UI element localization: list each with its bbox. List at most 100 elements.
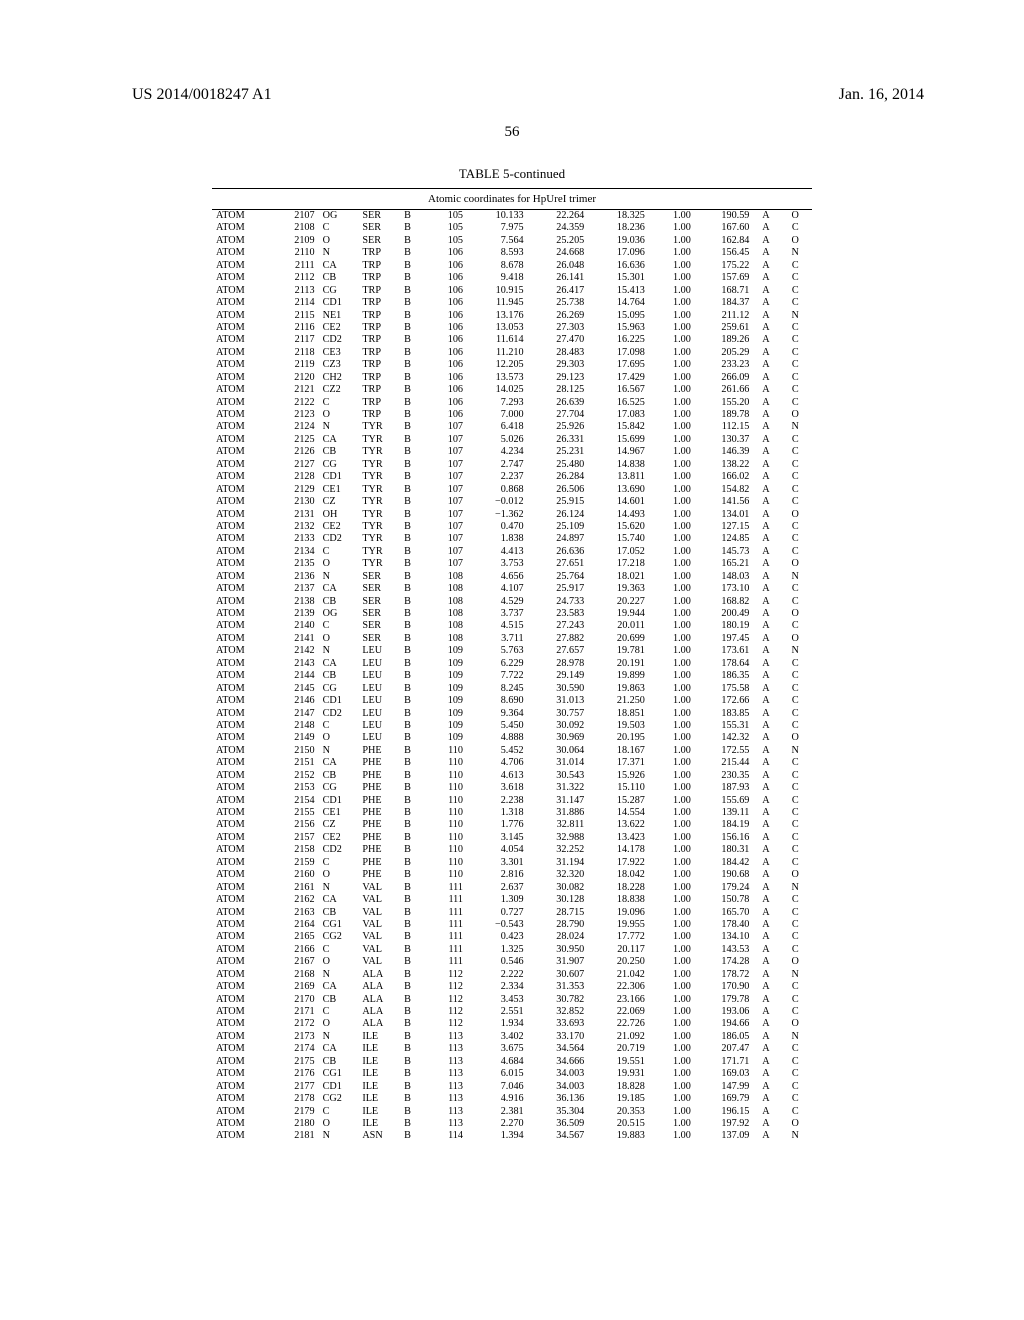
table-cell: 112 — [427, 994, 467, 1006]
table-cell: B — [400, 708, 427, 720]
table-row: ATOM2112CBTRPB1069.41826.14115.3011.0015… — [212, 272, 812, 284]
table-cell: A — [753, 745, 778, 757]
table-cell: A — [753, 558, 778, 570]
table-cell: 4.529 — [467, 596, 528, 608]
table-cell: 2156 — [275, 819, 319, 831]
table-cell: 1.00 — [649, 869, 695, 881]
table-cell: C — [778, 533, 812, 545]
table-cell: 17.695 — [588, 359, 649, 371]
table-cell: A — [753, 620, 778, 632]
table-cell: B — [400, 894, 427, 906]
table-cell: VAL — [358, 919, 400, 931]
table-cell: 147.99 — [695, 1081, 754, 1093]
table-cell: C — [778, 322, 812, 334]
table-cell: ATOM — [212, 844, 275, 856]
table-cell: 112 — [427, 1006, 467, 1018]
patent-date: Jan. 16, 2014 — [839, 86, 924, 104]
table-cell: 1.00 — [649, 285, 695, 297]
table-cell: 2177 — [275, 1081, 319, 1093]
table-cell: ATOM — [212, 347, 275, 359]
table-cell: ALA — [358, 981, 400, 993]
table-cell: 178.72 — [695, 969, 754, 981]
table-cell: ATOM — [212, 633, 275, 645]
table-cell: 1.00 — [649, 670, 695, 682]
table-cell: A — [753, 334, 778, 346]
table-cell: CG — [319, 285, 359, 297]
table-cell: B — [400, 484, 427, 496]
table-cell: C — [778, 782, 812, 794]
table-cell: ATOM — [212, 770, 275, 782]
table-cell: 184.19 — [695, 819, 754, 831]
table-cell: 143.53 — [695, 944, 754, 956]
table-cell: 3.402 — [467, 1031, 528, 1043]
table-cell: 4.413 — [467, 546, 528, 558]
table-cell: ATOM — [212, 260, 275, 272]
table-row: ATOM2181NASNB1141.39434.56719.8831.00137… — [212, 1130, 812, 1142]
table-cell: 106 — [427, 322, 467, 334]
table-cell: 108 — [427, 571, 467, 583]
table-cell: 109 — [427, 720, 467, 732]
table-cell: 1.776 — [467, 819, 528, 831]
table-cell: 112 — [427, 969, 467, 981]
table-cell: 31.353 — [528, 981, 589, 993]
table-cell: TRP — [358, 297, 400, 309]
table-cell: 1.00 — [649, 1093, 695, 1105]
table-cell: 32.252 — [528, 844, 589, 856]
table-cell: 34.003 — [528, 1068, 589, 1080]
table-cell: 2116 — [275, 322, 319, 334]
table-cell: A — [753, 969, 778, 981]
table-cell: 2170 — [275, 994, 319, 1006]
table-cell: 146.39 — [695, 446, 754, 458]
table-cell: A — [753, 509, 778, 521]
table-cell: N — [319, 247, 359, 259]
table-cell: A — [753, 1056, 778, 1068]
table-row: ATOM2108CSERB1057.97524.35918.2361.00167… — [212, 222, 812, 234]
table-cell: 0.546 — [467, 956, 528, 968]
table-cell: CG — [319, 782, 359, 794]
table-cell: B — [400, 496, 427, 508]
table-cell: 211.12 — [695, 310, 754, 322]
table-cell: 20.195 — [588, 732, 649, 744]
table-cell: ATOM — [212, 832, 275, 844]
table-cell: 178.64 — [695, 658, 754, 670]
table-cell: 1.00 — [649, 819, 695, 831]
table-cell: 10.133 — [467, 210, 528, 222]
table-cell: B — [400, 571, 427, 583]
table-cell: 2160 — [275, 869, 319, 881]
table-cell: LEU — [358, 645, 400, 657]
table-row: ATOM2127CGTYRB1072.74725.48014.8381.0013… — [212, 459, 812, 471]
table-cell: B — [400, 310, 427, 322]
table-cell: 20.011 — [588, 620, 649, 632]
table-cell: 150.78 — [695, 894, 754, 906]
table-cell: CG2 — [319, 931, 359, 943]
table-cell: LEU — [358, 732, 400, 744]
table-cell: CZ — [319, 819, 359, 831]
table-cell: 1.00 — [649, 720, 695, 732]
table-cell: 20.353 — [588, 1106, 649, 1118]
table-cell: 22.264 — [528, 210, 589, 222]
table-cell: A — [753, 247, 778, 259]
table-cell: 194.66 — [695, 1018, 754, 1030]
table-cell: CD1 — [319, 297, 359, 309]
table-cell: ATOM — [212, 695, 275, 707]
table-cell: 1.00 — [649, 334, 695, 346]
table-cell: 2157 — [275, 832, 319, 844]
table-cell: 207.47 — [695, 1043, 754, 1055]
table-cell: 4.706 — [467, 757, 528, 769]
table-row: ATOM2134CTYRB1074.41326.63617.0521.00145… — [212, 546, 812, 558]
table-cell: B — [400, 720, 427, 732]
table-row: ATOM2118CE3TRPB10611.21028.48317.0981.00… — [212, 347, 812, 359]
table-cell: 2134 — [275, 546, 319, 558]
table-cell: CB — [319, 596, 359, 608]
table-row: ATOM2119CZ3TRPB10612.20529.30317.6951.00… — [212, 359, 812, 371]
table-cell: ALA — [358, 1006, 400, 1018]
table-cell: 1.00 — [649, 645, 695, 657]
table-cell: A — [753, 260, 778, 272]
table-cell: 3.618 — [467, 782, 528, 794]
table-cell: C — [778, 757, 812, 769]
table-cell: TRP — [358, 359, 400, 371]
table-cell: TYR — [358, 496, 400, 508]
table-cell: C — [319, 397, 359, 409]
table-cell: 13.622 — [588, 819, 649, 831]
table-cell: 19.036 — [588, 235, 649, 247]
